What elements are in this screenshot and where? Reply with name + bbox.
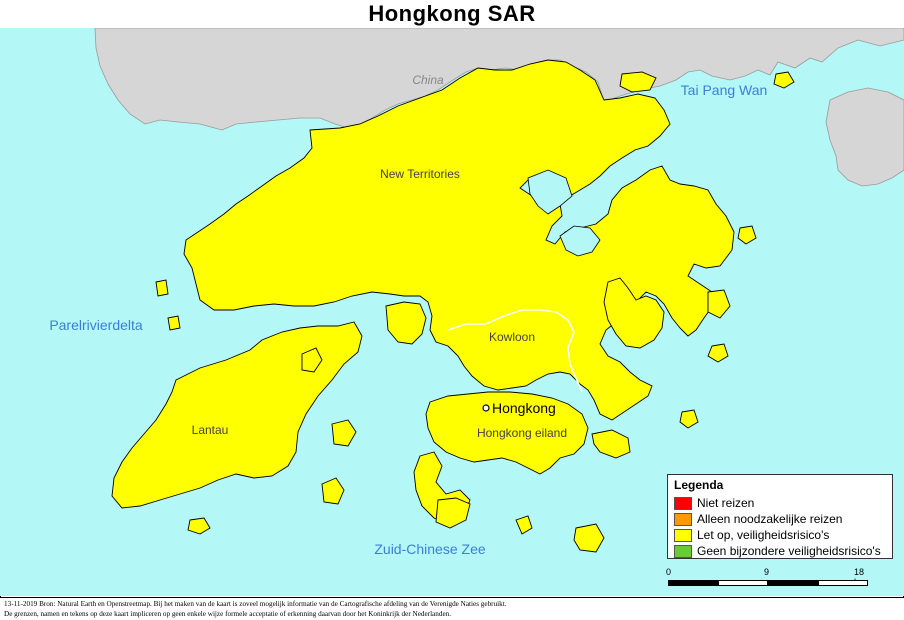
legend-item: Niet reizen: [674, 495, 886, 511]
legend-label: Geen bijzondere veiligheidsrisico's: [697, 544, 881, 558]
island-tung-lung: [679, 409, 699, 429]
lantau-shape: [111, 321, 363, 509]
legend-label: Let op, veiligheidsrisico's: [697, 528, 830, 542]
legend-swatch-yellow: [674, 528, 692, 542]
hongkong-city-marker: [482, 404, 490, 412]
legend-title: Legenda: [674, 478, 724, 492]
legend-label: Alleen noodzakelijke reizen: [697, 512, 843, 526]
legend-item: Let op, veiligheidsrisico's: [674, 527, 886, 543]
scale-label-9: 9: [764, 567, 770, 577]
label-lantau: Lantau: [192, 423, 229, 437]
map-title: Hongkong SAR: [368, 1, 536, 26]
legend-label: Niet reizen: [697, 496, 755, 510]
inner-bay: [559, 225, 601, 257]
scale-segment-3: [768, 580, 818, 586]
island-south-3: [515, 515, 533, 535]
label-new-territories: New Territories: [380, 167, 460, 181]
island-south-1: [591, 429, 631, 459]
label-zuid-chinese-zee: Zuid-Chinese Zee: [374, 541, 485, 557]
footer: 13-11-2019 Bron: Natural Earth en Openst…: [0, 597, 904, 620]
lamma-south-shape: [435, 497, 471, 529]
label-tai-pang-wan: Tai Pang Wan: [681, 82, 768, 98]
scale-bar: 0 9 18 km: [666, 567, 868, 591]
scale-segment-2: [718, 580, 768, 586]
island-south-2: [573, 523, 605, 553]
legend-item: Alleen noodzakelijke reizen: [674, 511, 886, 527]
kowloon-boundary: [447, 309, 583, 393]
tolo-harbour: [527, 169, 573, 215]
chek-lap-kok-shape: [301, 347, 323, 373]
label-hongkong-eiland: Hongkong eiland: [477, 426, 567, 440]
scale-label-0: 0: [666, 567, 672, 577]
legend-swatch-green: [674, 544, 692, 558]
east-peninsula-shape: [603, 277, 665, 349]
new-territories-shape: [183, 59, 735, 421]
island-east-2: [707, 343, 729, 363]
tsing-yi-shape: [385, 301, 427, 345]
legend-item: Geen bijzondere veiligheidsrisico's: [674, 543, 886, 559]
scale-segment-4: [818, 580, 868, 586]
china-mainland: [94, 28, 904, 131]
footer-source: 13-11-2019 Bron: Natural Earth en Openst…: [4, 600, 507, 608]
legend-swatch-orange: [674, 512, 692, 526]
island-east-1: [707, 289, 731, 319]
hk-land: [111, 59, 795, 553]
label-parelrivierdelta: Parelrivierdelta: [49, 317, 143, 333]
footer-disclaimer: De grenzen, namen en tekens op deze kaar…: [4, 610, 452, 618]
label-china: China: [412, 73, 444, 87]
scale-segment-1: [668, 580, 718, 586]
island-tpw-1: [619, 71, 657, 93]
china-east: [825, 87, 904, 187]
label-hongkong-city: Hongkong: [492, 400, 556, 416]
hk-island-shape: [425, 391, 589, 475]
island-west-2: [167, 315, 181, 331]
island-po-toi: [321, 477, 345, 505]
title-bar: Hongkong SAR: [0, 0, 904, 29]
island-kat-o: [737, 225, 757, 245]
label-kowloon: Kowloon: [489, 330, 535, 344]
legend-swatch-red: [674, 496, 692, 510]
island-cheung-chau: [331, 419, 357, 447]
island-west-1: [155, 279, 169, 297]
island-tpw-2: [773, 71, 795, 89]
legend: Legenda Niet reizen Alleen noodzakelijke…: [667, 474, 893, 559]
island-peng-chau: [187, 517, 211, 535]
